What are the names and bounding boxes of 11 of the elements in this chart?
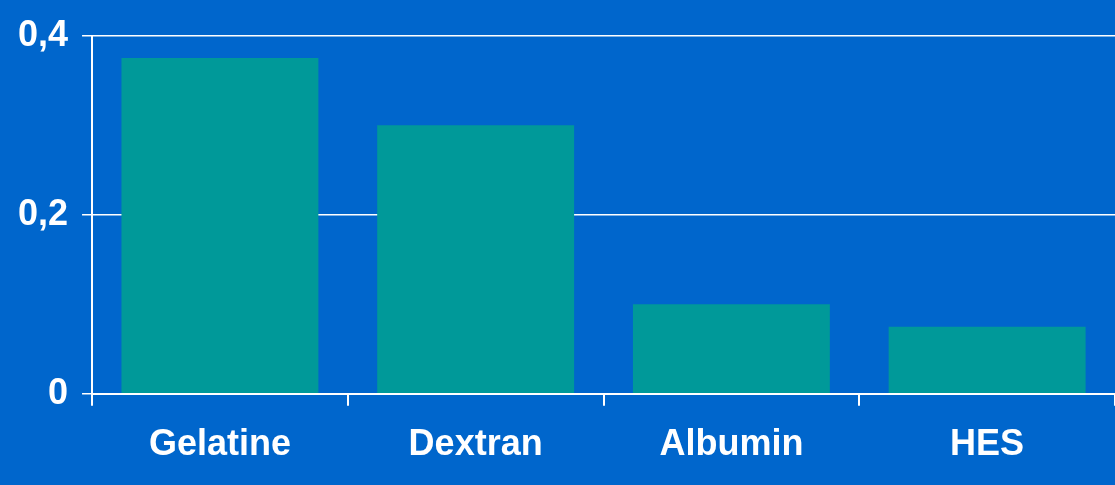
bar	[121, 57, 319, 394]
x-tick-label: Gelatine	[148, 422, 291, 464]
y-tick-label: 0	[48, 370, 69, 412]
bar	[888, 326, 1086, 394]
bar	[377, 125, 575, 394]
x-tick-label: Albumin	[659, 422, 804, 464]
y-tick-label: 0,4	[18, 12, 69, 54]
bar	[632, 304, 830, 394]
x-tick-label: HES	[950, 422, 1025, 464]
x-tick-label: Dextran	[408, 422, 543, 464]
y-tick-label: 0,2	[18, 191, 69, 233]
